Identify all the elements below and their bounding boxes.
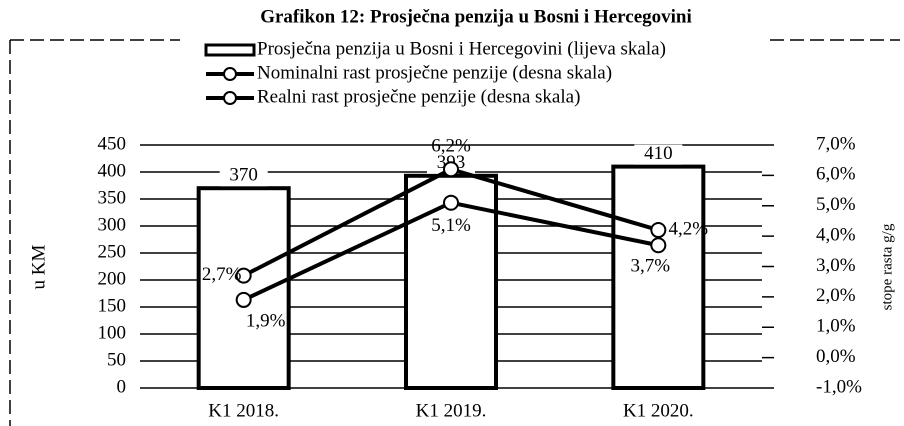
y-axis-title: u KM <box>28 244 49 289</box>
line-label: 2,7% <box>202 264 242 285</box>
bar <box>611 164 706 390</box>
y-tick-label: 300 <box>98 214 127 235</box>
bar-label-bg <box>219 166 268 187</box>
legend-marker <box>223 67 237 81</box>
legend-swatch <box>204 43 256 57</box>
y-tick-label: 450 <box>98 133 127 154</box>
line-label: 1,9% <box>246 310 286 331</box>
frame <box>9 39 900 426</box>
line-label: 3,7% <box>631 256 671 277</box>
y-tick-label: 200 <box>98 268 127 289</box>
bar <box>196 186 291 390</box>
bar-label-bg <box>634 144 683 165</box>
y2-tick-label: 3,0% <box>816 255 856 276</box>
y2-tick-label: 5,0% <box>816 194 856 215</box>
line-label: 5,1% <box>431 215 471 236</box>
y2-tick-label: 7,0% <box>816 133 856 154</box>
y-tick-label: 0 <box>117 376 127 397</box>
y2-tick-label: 6,0% <box>816 164 856 185</box>
y-tick-label: 100 <box>98 322 127 343</box>
y2-tick-label: 1,0% <box>816 316 856 337</box>
line-label: 6,2% <box>431 136 471 157</box>
bar-label: 410 <box>644 143 673 164</box>
y2-tick-label: 0,0% <box>816 346 856 367</box>
x-tick-label: K1 2019. <box>416 400 487 421</box>
x-tick-label: K1 2020. <box>623 400 694 421</box>
y2-axis-title: stope rasta g/g <box>879 223 895 310</box>
y2-tick-label: 4,0% <box>816 224 856 245</box>
x-tick-label: K1 2018. <box>208 400 279 421</box>
y-tick-label: 350 <box>98 187 127 208</box>
y2-tick-label: -1,0% <box>816 376 862 397</box>
line-marker <box>650 222 667 239</box>
legend-marker <box>223 91 237 105</box>
y-tick-label: 250 <box>98 241 127 262</box>
y2-tick-label: 2,0% <box>816 285 856 306</box>
line-marker <box>443 161 459 178</box>
legend-label: Prosječna penzija u Bosni i Hercegovini … <box>257 38 666 59</box>
chart-title: Grafikon 12: Prosječna penzija u Bosni i… <box>260 6 692 27</box>
line-marker <box>650 237 667 254</box>
line-marker <box>235 291 252 308</box>
line-marker <box>235 267 252 284</box>
y-tick-label: 400 <box>98 160 127 181</box>
bar-label: 370 <box>229 165 258 186</box>
line-marker <box>443 194 459 211</box>
legend-label: Realni rast prosječne penzije (desna ska… <box>257 86 580 107</box>
y-tick-label: 50 <box>107 349 126 370</box>
line-label: 4,2% <box>669 218 709 239</box>
legend-label: Nominalni rast prosječne penzije (desna … <box>257 62 612 83</box>
y-tick-label: 150 <box>98 295 127 316</box>
